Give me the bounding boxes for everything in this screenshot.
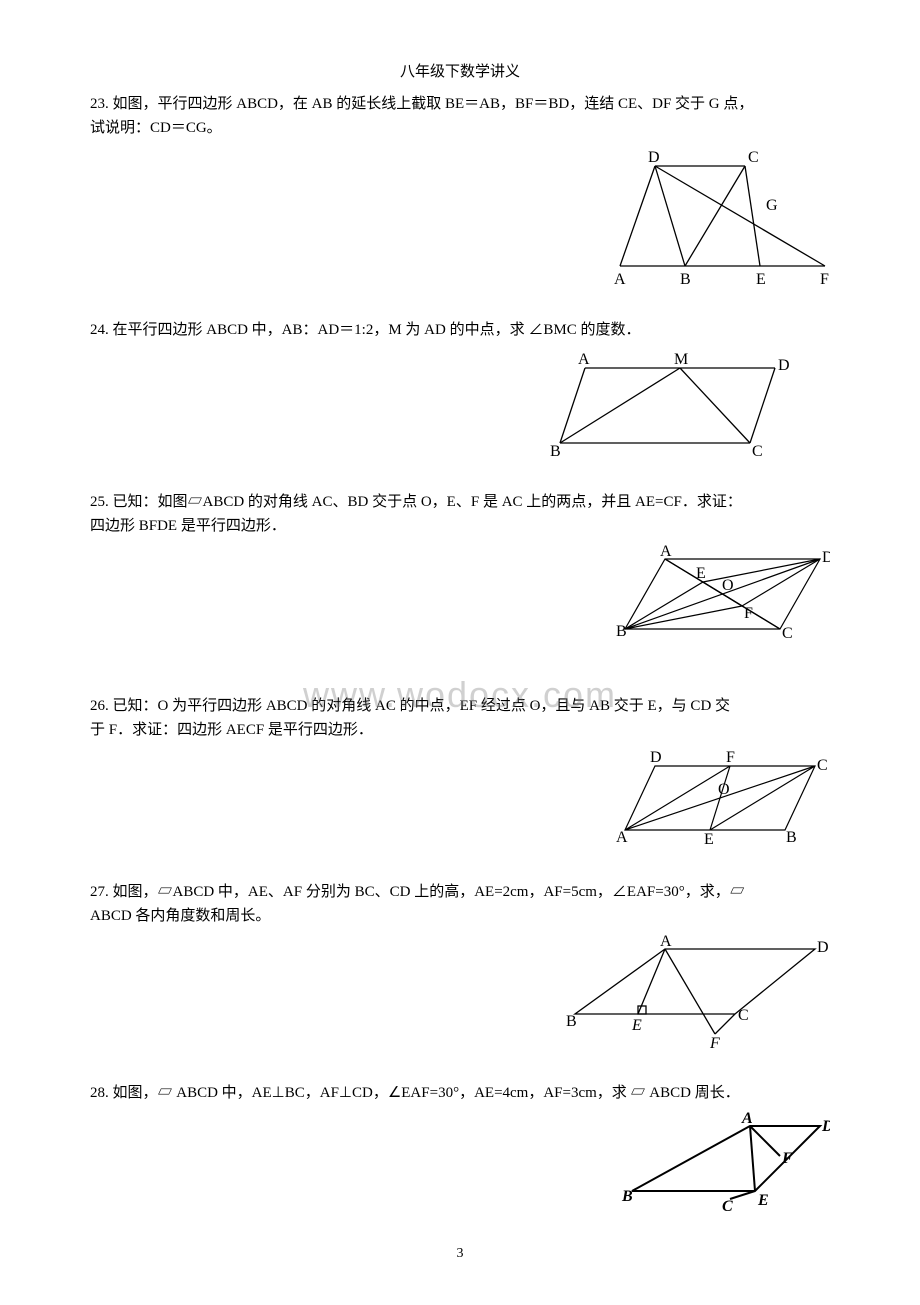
- problem-28: 28. 如图，▱ ABCD 中，AE⊥BC，AF⊥CD，∠EAF=30°，AE=…: [90, 1081, 830, 1219]
- problem-26: 26. 已知：O 为平行四边形 ABCD 的对角线 AC 的中点，EF 经过点 …: [90, 694, 830, 856]
- svg-text:D: D: [650, 749, 662, 766]
- svg-text:O: O: [722, 577, 734, 594]
- problem-27-line1: 27. 如图，▱ABCD 中，AE、AF 分别为 BC、CD 上的高，AE=2c…: [90, 880, 830, 904]
- svg-text:A: A: [578, 351, 590, 368]
- svg-text:G: G: [766, 197, 778, 214]
- svg-text:B: B: [566, 1013, 577, 1030]
- problem-23-line1: 23. 如图，平行四边形 ABCD，在 AB 的延长线上截取 BE＝AB，BF＝…: [90, 92, 830, 116]
- problem-24-figure: A M D B C: [90, 348, 830, 466]
- problem-25-figure: A D B C E O F: [90, 544, 830, 652]
- svg-text:A: A: [616, 829, 628, 846]
- problem-25: 25. 已知：如图▱ABCD 的对角线 AC、BD 交于点 O，E、F 是 AC…: [90, 490, 830, 652]
- svg-text:C: C: [752, 443, 763, 458]
- svg-text:D: D: [648, 149, 660, 166]
- problem-28-text: 28. 如图，▱ ABCD 中，AE⊥BC，AF⊥CD，∠EAF=30°，AE=…: [90, 1081, 830, 1105]
- problem-27: 27. 如图，▱ABCD 中，AE、AF 分别为 BC、CD 上的高，AE=2c…: [90, 880, 830, 1057]
- svg-text:B: B: [616, 623, 627, 640]
- svg-text:A: A: [614, 271, 626, 286]
- svg-text:B: B: [550, 443, 561, 458]
- svg-text:A: A: [660, 934, 672, 950]
- svg-text:E: E: [756, 271, 766, 286]
- problem-26-line2: 于 F．求证：四边形 AECF 是平行四边形．: [90, 718, 830, 742]
- svg-text:D: D: [821, 1118, 830, 1135]
- problem-23: 23. 如图，平行四边形 ABCD，在 AB 的延长线上截取 BE＝AB，BF＝…: [90, 92, 830, 294]
- problem-24: 24. 在平行四边形 ABCD 中，AB：AD＝1:2，M 为 AD 的中点，求…: [90, 318, 830, 466]
- svg-text:A: A: [741, 1111, 753, 1127]
- svg-text:E: E: [696, 565, 706, 582]
- svg-text:M: M: [674, 351, 688, 368]
- svg-text:C: C: [748, 149, 759, 166]
- svg-text:B: B: [786, 829, 797, 846]
- svg-text:C: C: [817, 757, 828, 774]
- svg-text:F: F: [726, 749, 735, 766]
- svg-text:C: C: [722, 1198, 733, 1211]
- svg-text:F: F: [744, 605, 753, 622]
- problem-25-line1: 25. 已知：如图▱ABCD 的对角线 AC、BD 交于点 O，E、F 是 AC…: [90, 490, 830, 514]
- svg-text:F: F: [820, 271, 829, 286]
- svg-text:A: A: [660, 544, 672, 560]
- svg-text:D: D: [817, 939, 829, 956]
- problem-23-line2: 试说明：CD＝CG。: [90, 116, 830, 140]
- svg-text:F: F: [781, 1150, 793, 1167]
- svg-text:B: B: [680, 271, 691, 286]
- svg-text:D: D: [822, 549, 830, 566]
- problem-25-line2: 四边形 BFDE 是平行四边形．: [90, 514, 830, 538]
- problem-23-figure: A B E F D C G: [90, 146, 830, 294]
- svg-text:D: D: [778, 357, 790, 374]
- problem-26-line1: 26. 已知：O 为平行四边形 ABCD 的对角线 AC 的中点，EF 经过点 …: [90, 694, 830, 718]
- svg-text:E: E: [757, 1192, 769, 1209]
- page-number: 3: [90, 1243, 830, 1265]
- svg-text:E: E: [704, 831, 714, 848]
- svg-text:F: F: [709, 1035, 720, 1049]
- svg-text:C: C: [782, 625, 793, 642]
- problem-28-figure: A D B C E F: [90, 1111, 830, 1219]
- problem-24-text: 24. 在平行四边形 ABCD 中，AB：AD＝1:2，M 为 AD 的中点，求…: [90, 318, 830, 342]
- svg-text:O: O: [718, 781, 730, 798]
- svg-text:E: E: [631, 1017, 642, 1034]
- problem-27-figure: A D B C E F: [90, 934, 830, 1057]
- header-title: 八年级下数学讲义: [90, 60, 830, 84]
- problem-26-figure: D C A B O E F: [90, 748, 830, 856]
- svg-text:C: C: [738, 1007, 749, 1024]
- problem-27-line2: ABCD 各内角度数和周长。: [90, 904, 830, 928]
- svg-text:B: B: [621, 1188, 633, 1205]
